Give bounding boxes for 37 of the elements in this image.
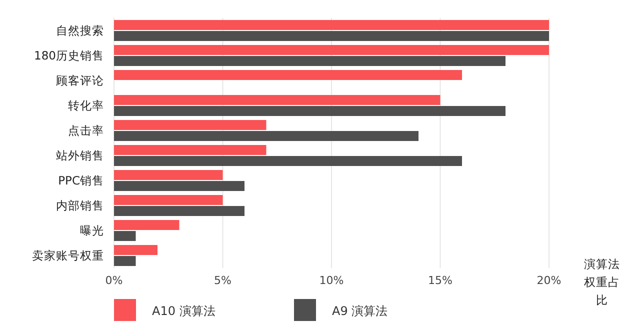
bar: [114, 120, 266, 130]
y-tick-label: 180历史销售: [34, 48, 104, 62]
bar: [114, 206, 244, 216]
y-tick-label: PPC销售: [58, 174, 104, 188]
bar: [114, 45, 549, 55]
y-tick-label: 曝光: [80, 224, 104, 238]
bar: [114, 56, 506, 66]
x-tick-label: 20%: [536, 274, 562, 287]
bar: [114, 245, 158, 255]
y-tick-label: 自然搜索: [56, 24, 104, 38]
bar: [114, 31, 549, 41]
bar: [114, 220, 180, 230]
bar: [114, 181, 244, 191]
y-tick-label: 卖家账号权重: [32, 248, 104, 262]
bar: [114, 156, 462, 166]
y-tick-label: 站外销售: [56, 148, 104, 162]
y-tick-label: 内部销售: [56, 198, 104, 212]
y-tick-label: 点击率: [68, 124, 104, 138]
x-axis-title: 演算法权重占比: [583, 257, 620, 307]
bar: [114, 145, 266, 155]
x-tick-label: 10%: [319, 274, 344, 287]
y-tick-label: 顾客评论: [56, 74, 104, 88]
x-tick-label: 0%: [105, 274, 123, 287]
bar: [114, 170, 223, 180]
bar: [114, 195, 223, 205]
x-tick-label: 5%: [214, 274, 232, 287]
x-tick-label: 15%: [428, 274, 452, 287]
bar: [114, 70, 462, 80]
y-tick-label: 转化率: [68, 98, 104, 112]
bar: [114, 231, 136, 241]
legend-label: A10 演算法: [152, 304, 216, 318]
bar: [114, 106, 506, 116]
bar: [114, 95, 440, 105]
bar: [114, 256, 136, 266]
legend-label: A9 演算法: [332, 304, 388, 318]
bar: [114, 131, 418, 141]
bar: [114, 20, 549, 30]
